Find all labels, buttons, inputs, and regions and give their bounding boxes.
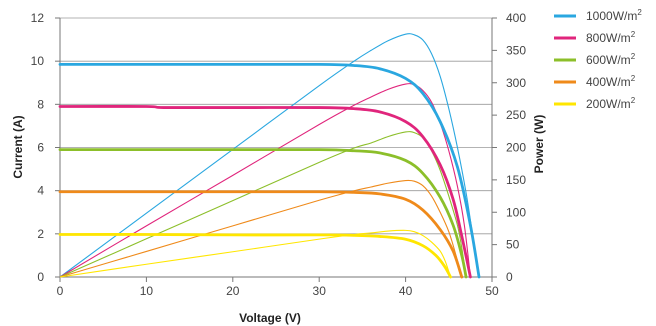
current-curves bbox=[58, 62, 481, 279]
current-curve-200wm bbox=[58, 233, 452, 279]
x-axis-ticks: 0 10 20 30 40 50 bbox=[57, 277, 499, 298]
x-tick-label-20: 20 bbox=[226, 284, 240, 298]
legend-label-200wm: 200W/m2 bbox=[586, 96, 636, 111]
right-y-tick-label-250: 250 bbox=[506, 108, 526, 122]
left-y-tick-label-10: 10 bbox=[31, 54, 45, 68]
current-curve-600wm bbox=[58, 148, 468, 279]
legend-superscript: 2 bbox=[631, 74, 636, 83]
left-y-tick-label-8: 8 bbox=[37, 97, 44, 111]
legend-label-600wm: 600W/m2 bbox=[586, 52, 636, 67]
right-y-tick-label-0: 0 bbox=[506, 270, 513, 284]
legend-superscript: 2 bbox=[631, 30, 636, 39]
left-y-axis-title: Current (A) bbox=[11, 115, 25, 178]
legend-superscript: 2 bbox=[631, 52, 636, 61]
right-y-tick-label-50: 50 bbox=[506, 238, 520, 252]
right-y-tick-label-400: 400 bbox=[506, 11, 526, 25]
left-y-tick-label-2: 2 bbox=[37, 227, 44, 241]
right-y-axis-title: Power (W) bbox=[532, 115, 546, 174]
right-y-axis-ticks: 0 50 100 150 200 250 300 350 400 bbox=[492, 11, 526, 284]
current-curve-800wm bbox=[58, 105, 472, 279]
power-curves bbox=[59, 33, 480, 278]
current-curve-400wm bbox=[58, 190, 464, 279]
legend: 1000W/m2 800W/m2 600W/m2 400W/m2 200W/m2 bbox=[554, 8, 642, 111]
current-curve-1000wm bbox=[58, 62, 481, 279]
right-y-tick-label-150: 150 bbox=[506, 173, 526, 187]
right-y-tick-label-200: 200 bbox=[506, 141, 526, 155]
right-y-tick-label-350: 350 bbox=[506, 43, 526, 57]
x-axis-title: Voltage (V) bbox=[239, 311, 301, 325]
right-y-tick-label-300: 300 bbox=[506, 76, 526, 90]
left-y-tick-label-4: 4 bbox=[37, 184, 44, 198]
x-tick-label-30: 30 bbox=[313, 284, 327, 298]
left-y-tick-label-0: 0 bbox=[37, 270, 44, 284]
legend-label-1000wm: 1000W/m2 bbox=[586, 8, 642, 23]
power-curve-200wm bbox=[59, 229, 452, 278]
left-y-axis-ticks: 0 2 4 6 8 10 12 bbox=[31, 11, 60, 284]
legend-superscript: 2 bbox=[631, 96, 636, 105]
right-y-tick-label-100: 100 bbox=[506, 205, 526, 219]
power-curve-1000wm bbox=[59, 33, 480, 278]
x-tick-label-10: 10 bbox=[140, 284, 154, 298]
x-tick-label-40: 40 bbox=[399, 284, 413, 298]
legend-label-400wm: 400W/m2 bbox=[586, 74, 636, 89]
power-curve-800wm bbox=[59, 83, 471, 278]
x-tick-label-0: 0 bbox=[57, 284, 64, 298]
left-y-tick-label-6: 6 bbox=[37, 141, 44, 155]
gridlines bbox=[60, 17, 492, 235]
legend-superscript: 2 bbox=[637, 8, 642, 17]
power-curve-600wm bbox=[59, 131, 467, 278]
x-tick-label-50: 50 bbox=[485, 284, 499, 298]
power-curve-400wm bbox=[59, 179, 463, 278]
left-y-tick-label-12: 12 bbox=[31, 11, 45, 25]
legend-label-800wm: 800W/m2 bbox=[586, 30, 636, 45]
